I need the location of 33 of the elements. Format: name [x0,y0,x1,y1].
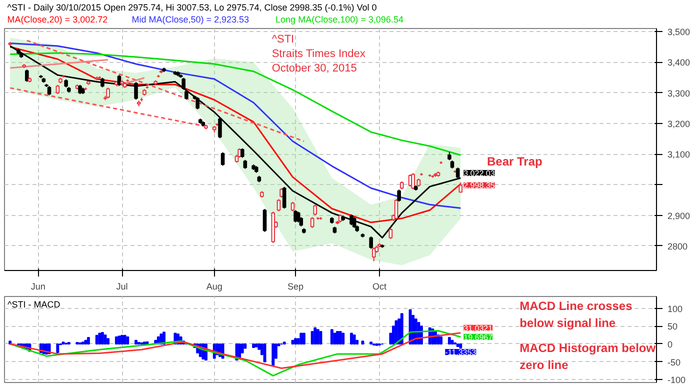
text: Long MA(Close,100) = 3,096.54 [276,14,404,24]
annotation: October 30, 2015 [272,62,357,74]
data-label: 19.6967 [464,332,494,342]
x-tick-label: Jul [116,282,128,292]
text: Mid MA(Close,50) = 2,923.53 [132,14,250,24]
text: MA(Close,20) = 3,002.72 [7,14,108,24]
y-tick-label: 50 [668,322,678,332]
y-tick-label: -100 [668,375,686,386]
y-tick-label: 3,200 [668,118,690,129]
y-tick-label: 0 [668,339,673,350]
annotation: 2,998.35 [464,181,496,190]
annotation: Bear Trap [486,154,542,168]
annotation: MACD Histogram below zero line [520,341,656,372]
y-tick-label: -50 [668,357,681,368]
y-tick-label: 2,900 [668,210,690,221]
chart-title: ^STI - MACD [8,300,61,310]
annotation: Straits Times Index [272,48,366,60]
data-label: 3,022.03 [464,168,496,178]
x-tick-label: Sep [288,282,304,292]
y-tick-label: 3,500 [668,27,690,38]
y-tick-label: 3,300 [668,88,690,98]
y-tick-label: 2800 [668,241,688,252]
x-tick-label: Jun [30,282,46,292]
chart-title: ^STI - Daily 30/10/2015 Open 2975.74, Hi 3007.53, Lo 2975.74, Close 2998.35 (-0.1%) Vol 0 [7,2,377,12]
y-tick-label: 100 [668,304,683,314]
annotation: MACD Line crosses below signal line [520,299,633,330]
y-tick-label: 3,400 [668,58,690,68]
x-tick-label: Aug [206,282,222,292]
y-tick-label: 3,100 [668,150,690,160]
annotation: ^STI [272,33,294,46]
x-tick-label: Oct [372,282,387,292]
data-label: 31.0321 [464,324,494,333]
data-label: -11.3353 [445,348,477,358]
